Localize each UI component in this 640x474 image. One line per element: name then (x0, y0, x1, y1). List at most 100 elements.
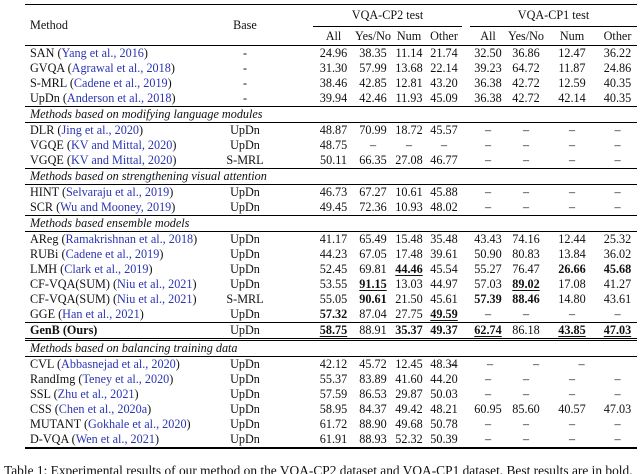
metric-value: 84.37 (359, 402, 387, 416)
metric-cell: 31.30 (313, 61, 354, 76)
metric-cell: 55.05 (313, 292, 354, 307)
metric-cell: – (533, 357, 598, 373)
metric-value: 67.05 (359, 247, 387, 261)
metric-value: 36.38 (474, 76, 502, 90)
metric-value: 12.47 (558, 46, 586, 60)
metric-cell: 66.35 (354, 153, 392, 169)
base-cell: UpDn (230, 200, 260, 214)
metric-value: – (522, 432, 530, 446)
column-gap (462, 46, 470, 62)
metric-value: 35.48 (430, 232, 458, 246)
table-row: MUTANT (Gokhale et al., 2020) UpDn 61.72 88… (25, 417, 637, 432)
metric-value: 49.45 (319, 200, 348, 214)
metric-cell: 85.60 (506, 402, 546, 417)
metric-value: 39.94 (319, 91, 348, 105)
citation-link[interactable]: Selvaraju et al., 2019 (66, 185, 170, 199)
metric-value: 45.57 (430, 123, 458, 137)
citation-link[interactable]: Niu et al., 2021 (117, 292, 193, 306)
metric-cell: – (470, 185, 506, 201)
metric-value: 17.08 (558, 277, 586, 291)
citation-link[interactable]: Cadene et al., 2019 (65, 247, 160, 261)
column-gap (462, 185, 470, 201)
metric-cell: 88.46 (506, 292, 546, 307)
citation-link[interactable]: Teney et al., 2020 (82, 372, 170, 386)
column-gap (265, 262, 313, 277)
column-gap (265, 76, 313, 91)
column-header-cp2-other: Other (430, 28, 458, 43)
metric-value: 89.02 (512, 277, 540, 291)
citation-link[interactable]: Gokhale et al., 2020 (88, 417, 187, 431)
metric-value: 48.34 (430, 357, 458, 371)
metric-cell: 12.45 (392, 357, 426, 373)
citation-link[interactable]: Clark et al., 2019 (64, 262, 149, 276)
column-gap (265, 307, 313, 323)
citation-link[interactable]: Niu et al., 2021 (117, 277, 193, 291)
citation-link[interactable]: Ramakrishnan et al., 2018 (65, 232, 194, 246)
metric-value: 86.18 (512, 323, 540, 337)
citation-link[interactable]: Chen et al., 2020a (58, 402, 148, 416)
metric-cell: 43.61 (598, 292, 637, 307)
metric-value: – (568, 123, 576, 137)
citation-link[interactable]: KV and Mittal, 2020 (70, 153, 173, 167)
citation-link[interactable]: KV and Mittal, 2020 (70, 138, 173, 152)
metric-cell: 36.22 (598, 46, 637, 62)
metric-value: 42.72 (512, 91, 540, 105)
metric-cell: 62.74 (470, 322, 506, 341)
base-cell: - (242, 91, 248, 105)
method-name: GenB (Ours) (30, 323, 98, 337)
metric-value: 42.14 (558, 91, 586, 105)
metric-value: 45.09 (430, 91, 458, 105)
method-name: D-VQA (30, 432, 69, 446)
citation-link[interactable]: Wen et al., 2021 (75, 432, 155, 446)
metric-cell: 64.72 (506, 61, 546, 76)
citation-link[interactable]: Yang et al., 2016 (61, 46, 144, 60)
citation-link[interactable]: Han et al., 2021 (62, 307, 140, 321)
citation-link[interactable]: Abbasnejad et al., 2020 (61, 357, 176, 371)
metric-cell: 61.91 (313, 432, 354, 448)
metric-value: – (614, 200, 621, 214)
metric-value: – (522, 200, 530, 214)
metric-value: – (568, 417, 576, 431)
citation-link[interactable]: Jing et al., 2020 (61, 123, 140, 137)
column-header-cp1-other: Other (603, 28, 632, 43)
metric-value: 36.02 (603, 247, 632, 261)
column-gap (462, 402, 470, 417)
metric-value: 12.45 (395, 357, 423, 371)
citation-link[interactable]: Cadene et al., 2019 (73, 76, 168, 90)
method-cell: VGQE (KV and Mittal, 2020) (30, 153, 177, 167)
metric-cell: 11.87 (546, 61, 598, 76)
table-row: SSL (Zhu et al., 2021) UpDn 57.59 86.53 29.8… (25, 387, 637, 402)
column-group-vqa-cp2: VQA-CP2 test (313, 4, 462, 27)
metric-cell: – (546, 387, 598, 402)
method-name: UpDn (30, 91, 60, 105)
table-row: LMH (Clark et al., 2019) UpDn 52.45 69.81 44… (25, 262, 637, 277)
citation-link[interactable]: Wu and Mooney, 2019 (60, 200, 172, 214)
method-name: CF-VQA(SUM) (30, 292, 110, 306)
metric-value: 86.53 (359, 387, 387, 401)
metric-cell: – (546, 185, 598, 201)
citation-link[interactable]: Anderson et al., 2018 (66, 91, 172, 105)
metric-value: – (405, 138, 413, 152)
metric-value: 48.75 (319, 138, 348, 152)
citation-link[interactable]: Zhu et al., 2021 (57, 387, 135, 401)
citation-link[interactable]: Agrawal et al., 2018 (71, 61, 171, 75)
metric-cell: 48.75 (313, 138, 354, 153)
metric-value: 50.78 (430, 417, 458, 431)
table-row: CVL (Abbasnejad et al., 2020) UpDn 42.12 45… (25, 357, 637, 373)
metric-cell: 27.75 (392, 307, 426, 323)
metric-value: 47.03 (603, 402, 632, 416)
method-name: GVQA (30, 61, 65, 75)
metric-cell: – (470, 432, 506, 448)
column-gap (462, 262, 470, 277)
table-header: Method Base VQA-CP2 test VQA-CP1 test Al… (25, 4, 637, 46)
metric-value: – (484, 200, 492, 214)
metric-value: – (484, 307, 492, 321)
metric-value: 13.68 (395, 61, 423, 75)
metric-cell: 12.47 (546, 46, 598, 62)
metric-value: 88.46 (512, 292, 540, 306)
base-cell: - (242, 76, 248, 90)
metric-value: 40.57 (558, 402, 586, 416)
metric-value: 42.72 (512, 76, 540, 90)
method-name: VGQE (30, 138, 64, 152)
metric-value: 50.39 (430, 432, 458, 446)
